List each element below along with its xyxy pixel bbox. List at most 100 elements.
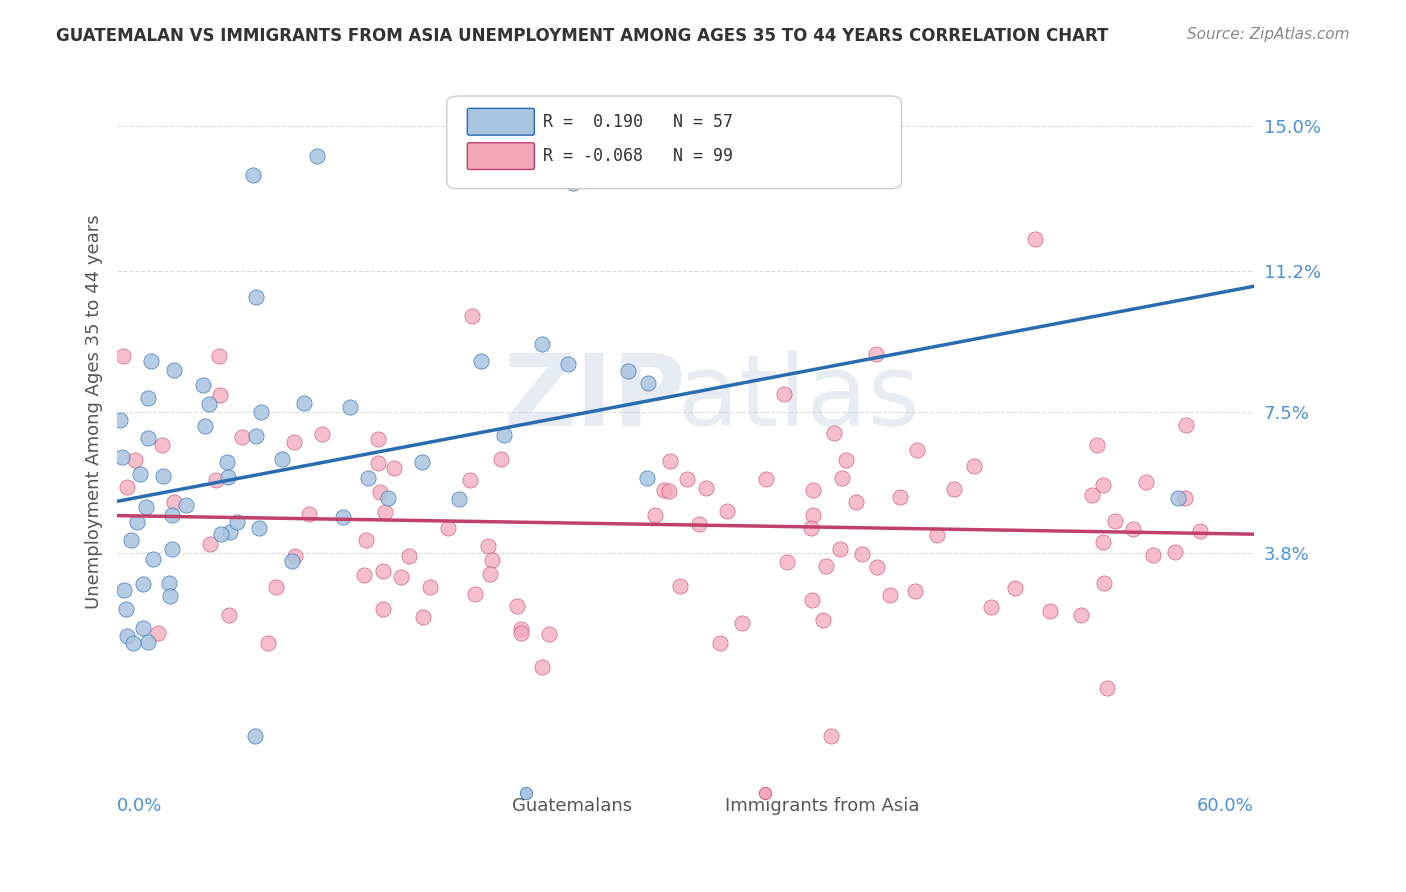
Point xyxy=(1163,545,1185,559)
Point xyxy=(669,578,692,592)
Point xyxy=(226,515,249,529)
Point xyxy=(115,602,138,616)
Point xyxy=(538,627,561,641)
Point xyxy=(125,515,148,529)
Point xyxy=(194,419,217,434)
Point xyxy=(506,599,529,613)
Point xyxy=(772,387,794,401)
Point xyxy=(132,621,155,635)
Point xyxy=(150,438,173,452)
Point xyxy=(284,549,307,564)
Text: ZIP: ZIP xyxy=(503,350,686,447)
Point xyxy=(162,541,184,556)
Point xyxy=(1091,535,1114,549)
Point xyxy=(658,484,681,499)
Point xyxy=(281,554,304,568)
Point xyxy=(865,347,887,361)
Point xyxy=(889,490,911,504)
Point xyxy=(823,425,845,440)
Point xyxy=(461,309,484,323)
Point xyxy=(367,456,389,470)
Point xyxy=(198,397,221,411)
Point xyxy=(1175,418,1198,433)
Point xyxy=(205,473,228,487)
Point xyxy=(146,626,169,640)
Point xyxy=(129,467,152,482)
Point xyxy=(305,149,328,163)
Point xyxy=(1024,232,1046,246)
Point xyxy=(470,354,492,368)
Point xyxy=(412,610,434,624)
Point xyxy=(801,508,824,522)
Point xyxy=(1081,488,1104,502)
Point xyxy=(1085,438,1108,452)
Point xyxy=(120,533,142,547)
Point xyxy=(531,337,554,351)
Text: GUATEMALAN VS IMMIGRANTS FROM ASIA UNEMPLOYMENT AMONG AGES 35 TO 44 YEARS CORREL: GUATEMALAN VS IMMIGRANTS FROM ASIA UNEMP… xyxy=(56,27,1108,45)
Point xyxy=(1039,604,1062,618)
Point xyxy=(1142,548,1164,562)
FancyBboxPatch shape xyxy=(447,96,901,189)
Point xyxy=(242,168,264,182)
Point xyxy=(332,510,354,524)
Text: atlas: atlas xyxy=(678,350,920,447)
Point xyxy=(904,583,927,598)
Point xyxy=(121,635,143,649)
Point xyxy=(835,452,858,467)
Point xyxy=(117,693,139,707)
Point xyxy=(658,454,681,468)
Point xyxy=(1095,681,1118,695)
Point xyxy=(531,659,554,673)
Point xyxy=(1070,608,1092,623)
Point xyxy=(112,582,135,597)
Point xyxy=(389,569,412,583)
Point xyxy=(1189,524,1212,538)
Point xyxy=(209,388,232,402)
Point xyxy=(1104,514,1126,528)
Point xyxy=(159,589,181,603)
Point xyxy=(139,353,162,368)
Point xyxy=(979,599,1001,614)
Point xyxy=(481,552,503,566)
Point xyxy=(800,521,823,535)
Point xyxy=(1135,475,1157,490)
Point xyxy=(676,472,699,486)
Point xyxy=(776,556,799,570)
FancyBboxPatch shape xyxy=(467,108,534,136)
Point xyxy=(142,552,165,566)
Point xyxy=(257,635,280,649)
Text: Immigrants from Asia: Immigrants from Asia xyxy=(724,797,920,814)
Point xyxy=(963,458,986,473)
Point xyxy=(163,363,186,377)
Point xyxy=(716,504,738,518)
Point xyxy=(636,471,658,485)
Text: Guatemalans: Guatemalans xyxy=(512,797,631,814)
Point xyxy=(801,483,824,497)
Point xyxy=(374,505,396,519)
Point xyxy=(800,593,823,607)
Point xyxy=(398,549,420,563)
Text: 0.0%: 0.0% xyxy=(117,797,163,814)
Point xyxy=(477,539,499,553)
Point xyxy=(245,729,267,743)
Text: 60.0%: 60.0% xyxy=(1197,797,1254,814)
Text: R = -0.068   N = 99: R = -0.068 N = 99 xyxy=(544,147,734,165)
Point xyxy=(828,541,851,556)
Point xyxy=(292,396,315,410)
Point xyxy=(644,508,666,522)
Point xyxy=(688,516,710,531)
Point xyxy=(136,391,159,405)
Point xyxy=(617,364,640,378)
Point xyxy=(245,429,267,443)
Point xyxy=(557,357,579,371)
Point xyxy=(371,565,394,579)
Point xyxy=(266,580,288,594)
Point xyxy=(1092,478,1115,492)
Point xyxy=(367,432,389,446)
Point xyxy=(815,559,838,574)
Point xyxy=(163,495,186,509)
Point xyxy=(135,500,157,514)
Point xyxy=(283,434,305,449)
Point xyxy=(215,455,238,469)
Point xyxy=(157,576,180,591)
